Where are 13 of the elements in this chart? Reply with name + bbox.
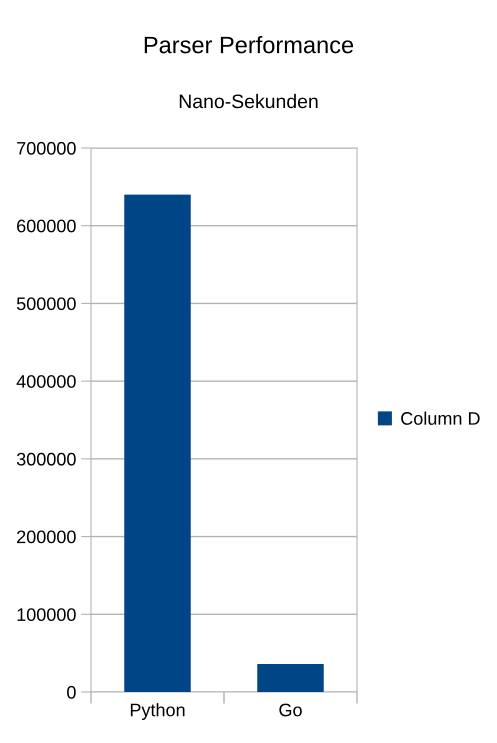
y-tick-label: 200000	[17, 530, 76, 544]
x-tick-label: Go	[279, 704, 302, 716]
y-tick-label: 100000	[18, 608, 76, 622]
y-tick-label: 0	[67, 686, 76, 699]
y-tick-label: 600000	[17, 220, 76, 232]
legend-label: Column D	[401, 412, 480, 425]
chart-subtitle: Nano-Sekunden	[180, 94, 318, 108]
y-tick-label: 700000	[17, 142, 76, 155]
y-tick-label: 300000	[16, 452, 76, 466]
chart-title: Parser Performance	[144, 36, 354, 54]
y-tick-label: 500000	[16, 297, 76, 310]
x-tick-label: Python	[130, 703, 184, 720]
y-tick-label: 400000	[16, 375, 76, 388]
